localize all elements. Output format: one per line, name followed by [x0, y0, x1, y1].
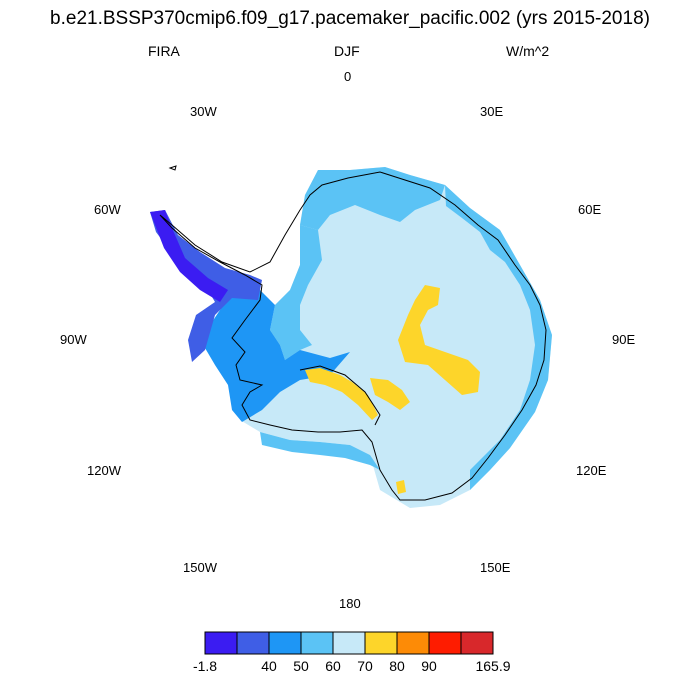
units-label: W/m^2 [506, 43, 550, 59]
lon-label-90w: 90W [60, 332, 87, 347]
lon-label-0: 0 [344, 69, 352, 84]
colorbar-label: 165.9 [475, 658, 511, 674]
colorbar-label: 60 [325, 658, 341, 674]
map-coastline [159, 171, 547, 501]
colorbar-swatch [364, 631, 398, 655]
lon-label-150w: 150W [183, 560, 217, 575]
colorbar-swatch [236, 631, 270, 655]
colorbar-label: 90 [421, 658, 437, 674]
variable-label: FIRA [148, 43, 180, 59]
colorbar-label: 70 [357, 658, 373, 674]
map-coast-east [445, 185, 552, 490]
map-coast-north [300, 167, 445, 230]
colorbar-label: 40 [261, 658, 277, 674]
plot-title: b.e21.BSSP370cmip6.f09_g17.pacemaker_pac… [50, 8, 650, 29]
colorbar-swatch [396, 631, 430, 655]
lon-label-90e: 90E [612, 332, 636, 347]
lon-label-120w: 120W [87, 463, 121, 478]
colorbar-label: -1.8 [192, 658, 218, 674]
colorbar-label: 80 [389, 658, 405, 674]
map-coast-west [270, 225, 322, 360]
map-high-east [398, 285, 480, 395]
map-ross-band [260, 432, 380, 470]
colorbar-swatch [460, 631, 494, 655]
lon-label-150e: 150E [480, 560, 511, 575]
colorbar-swatch [204, 631, 238, 655]
colorbar [204, 631, 494, 655]
colorbar-swatch [332, 631, 366, 655]
lon-label-30e: 30E [480, 104, 504, 119]
map-island [168, 165, 177, 171]
lon-label-180: 180 [339, 596, 361, 611]
map-ice-shelf-edge [299, 365, 381, 426]
colorbar-label: 50 [293, 658, 309, 674]
lon-label-30w: 30W [190, 104, 217, 119]
lon-label-120e: 120E [576, 463, 607, 478]
colorbar-swatch [428, 631, 462, 655]
colorbar-swatch [268, 631, 302, 655]
map-high-small [396, 480, 406, 494]
map-peninsula-tip [150, 210, 228, 302]
map-high-mid [370, 378, 410, 410]
lon-label-60e: 60E [578, 202, 602, 217]
lon-label-60w: 60W [94, 202, 121, 217]
map-west-antarctica [205, 290, 350, 422]
colorbar-swatch [300, 631, 334, 655]
season-label: DJF [334, 43, 360, 59]
map-high-ross [305, 368, 378, 420]
